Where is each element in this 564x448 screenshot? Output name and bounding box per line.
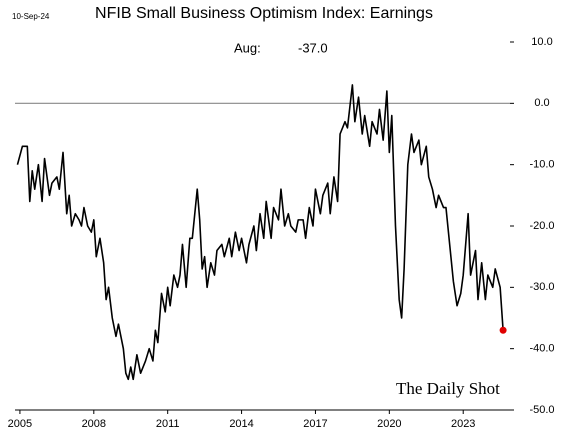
x-tick-label: 2011 bbox=[156, 418, 180, 430]
date-label: 10-Sep-24 bbox=[12, 12, 50, 21]
x-tick-label: 2014 bbox=[229, 418, 253, 430]
y-tick-label: -40.0 bbox=[529, 343, 554, 355]
y-tick-label: 0.0 bbox=[534, 97, 549, 109]
x-tick-label: 2017 bbox=[303, 418, 327, 430]
annotation-label: Aug: bbox=[234, 40, 261, 55]
annotation-value: -37.0 bbox=[298, 40, 328, 55]
chart-title: NFIB Small Business Optimism Index: Earn… bbox=[95, 5, 433, 22]
x-tick-label: 2020 bbox=[377, 418, 401, 430]
y-tick-label: -50.0 bbox=[529, 404, 554, 416]
y-tick-label: -30.0 bbox=[529, 281, 554, 293]
line-series bbox=[16, 84, 504, 381]
source-watermark: The Daily Shot bbox=[396, 379, 500, 398]
x-tick-label: 2008 bbox=[82, 418, 106, 430]
last-point bbox=[499, 326, 507, 334]
y-tick-label: -20.0 bbox=[529, 220, 554, 232]
x-tick-label: 2005 bbox=[8, 418, 32, 430]
y-tick-label: 10.0 bbox=[531, 36, 552, 48]
y-tick-label: -10.0 bbox=[529, 159, 554, 171]
x-tick-label: 2023 bbox=[451, 418, 475, 430]
